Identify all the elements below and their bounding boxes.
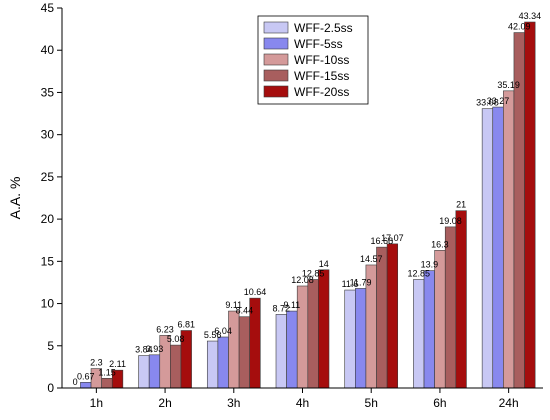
data-label: 8.72 <box>273 303 291 313</box>
data-label: 17.07 <box>381 233 404 243</box>
y-tick-label: 30 <box>41 128 55 142</box>
legend-swatch <box>263 21 289 34</box>
bar <box>344 289 356 389</box>
bar <box>101 377 113 389</box>
data-label: 11.6 <box>342 279 359 289</box>
bar <box>455 210 467 389</box>
bar <box>318 269 330 389</box>
y-tick-label: 0 <box>47 381 54 395</box>
bar <box>228 310 240 389</box>
y-tick-label: 45 <box>41 1 55 15</box>
y-tick-label: 20 <box>41 212 55 226</box>
legend-swatch <box>263 69 289 82</box>
bar <box>492 106 504 389</box>
legend: WFF-2.5ss WFF-5ss WFF-10ss WFF-15ss WFF-20ss <box>257 15 369 105</box>
data-label: 6.04 <box>214 326 232 336</box>
data-label: 0 <box>73 377 78 387</box>
bar <box>148 354 161 389</box>
axes-group: 0 5 10 15 20 25 30 35 40 45 1h 2h 3h 4h 5h 6h 24h <box>41 1 543 410</box>
bar <box>307 279 319 389</box>
data-label: 1.15 <box>98 367 116 377</box>
x-tick-label: 4h <box>296 396 309 410</box>
legend-label: WFF-15ss <box>294 69 349 83</box>
data-label: 6.81 <box>178 319 196 329</box>
data-label: 14.57 <box>360 254 383 264</box>
data-label: 33.08 <box>476 98 499 108</box>
bar <box>434 250 446 389</box>
data-label: 42.09 <box>508 22 531 32</box>
data-label: 8.44 <box>236 306 254 316</box>
legend-label: WFF-20ss <box>294 85 349 99</box>
legend-label: WFF-2.5ss <box>294 21 353 35</box>
data-label: 16.68 <box>371 236 394 246</box>
bar <box>238 316 250 389</box>
x-tick-label: 1h <box>90 396 103 410</box>
x-tick-label: 3h <box>227 396 240 410</box>
data-label: 35.19 <box>497 80 520 90</box>
y-tick-label: 25 <box>41 170 55 184</box>
data-label: 2.3 <box>90 358 103 368</box>
data-label: 10.64 <box>244 287 267 297</box>
data-label: 13.9 <box>421 260 439 270</box>
data-label: 16.3 <box>431 239 449 249</box>
data-label: 12.85 <box>302 268 325 278</box>
data-label: 3.84 <box>135 345 153 355</box>
bar <box>444 226 457 389</box>
bar <box>355 288 367 389</box>
y-tick-label: 35 <box>41 85 55 99</box>
y-axis-title: A.A. % <box>7 177 23 220</box>
y-tick-label: 5 <box>47 339 54 353</box>
y-tick-label: 40 <box>41 43 55 57</box>
bar <box>170 344 182 389</box>
data-label: 0.67 <box>77 371 95 381</box>
bar <box>481 108 494 389</box>
legend-label: WFF-10ss <box>294 53 349 67</box>
data-label: 33.27 <box>487 96 510 106</box>
data-label: 6.23 <box>156 324 174 334</box>
legend-label: WFF-5ss <box>294 37 343 51</box>
bar <box>423 270 435 389</box>
data-label: 19.08 <box>439 216 462 226</box>
bar <box>217 336 229 389</box>
bar <box>275 314 287 389</box>
bar <box>413 279 425 389</box>
bar <box>503 90 515 389</box>
bar <box>206 340 219 389</box>
bar <box>386 243 399 389</box>
data-label: 14 <box>319 259 329 269</box>
data-labels-group: 00.67 2.31.152.11 3.843.93 6.235.08 6.81 5.56… <box>73 11 541 387</box>
data-label: 12.85 <box>407 268 430 278</box>
x-tick-label: 24h <box>499 396 519 410</box>
data-label: 11.79 <box>350 277 372 287</box>
data-label: 43.34 <box>519 11 542 21</box>
bar <box>80 382 92 389</box>
legend-swatch <box>263 53 289 66</box>
x-tick-label: 5h <box>365 396 378 410</box>
legend-swatch <box>263 37 289 50</box>
y-tick-label: 10 <box>41 297 55 311</box>
x-tick-label: 2h <box>158 396 171 410</box>
data-label: 9.11 <box>225 300 242 310</box>
data-label: 2.11 <box>109 359 126 369</box>
data-label: 21 <box>456 200 466 210</box>
bar <box>138 355 150 389</box>
data-label: 5.08 <box>167 334 185 344</box>
bar <box>524 21 536 389</box>
data-label: 3.93 <box>146 344 164 354</box>
x-tick-label: 6h <box>433 396 446 410</box>
bars-group <box>80 21 536 389</box>
data-label: 12.08 <box>291 275 314 285</box>
bar <box>286 310 298 389</box>
data-label: 9.11 <box>283 300 300 310</box>
legend-swatch <box>263 85 289 98</box>
y-tick-label: 15 <box>41 254 55 268</box>
bar <box>376 246 388 389</box>
data-label: 5.56 <box>204 330 222 340</box>
